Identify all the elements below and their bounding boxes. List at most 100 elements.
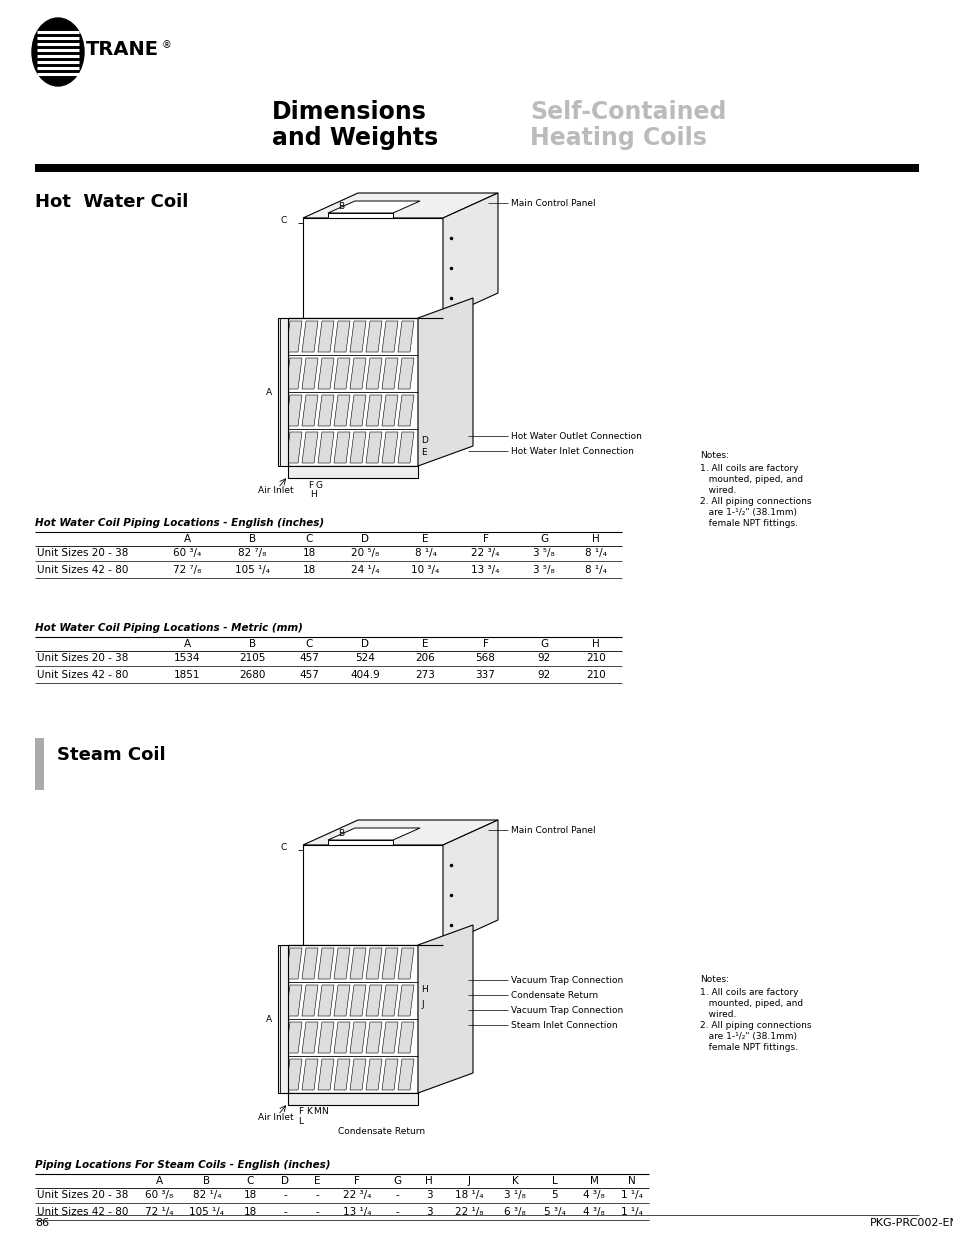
Text: 2. All piping connections: 2. All piping connections	[700, 1021, 811, 1030]
Text: E: E	[422, 534, 428, 543]
Text: 6 ³/₈: 6 ³/₈	[503, 1207, 525, 1216]
Polygon shape	[286, 986, 302, 1016]
Polygon shape	[366, 321, 381, 352]
Text: 72 ⁷/₈: 72 ⁷/₈	[173, 564, 201, 576]
Text: 24 ¹/₄: 24 ¹/₄	[351, 564, 379, 576]
Polygon shape	[350, 321, 366, 352]
Polygon shape	[334, 948, 350, 979]
Polygon shape	[302, 321, 317, 352]
Text: A: A	[184, 534, 191, 543]
Text: B: B	[337, 203, 344, 211]
Text: B: B	[249, 638, 255, 650]
Text: B: B	[337, 829, 344, 839]
Text: Condensate Return: Condensate Return	[511, 990, 598, 1000]
Polygon shape	[317, 358, 334, 389]
Text: 2. All piping connections: 2. All piping connections	[700, 496, 811, 506]
Text: D: D	[361, 534, 369, 543]
Text: H: H	[310, 490, 316, 499]
Text: F: F	[354, 1176, 359, 1186]
Text: 82 ¹/₄: 82 ¹/₄	[193, 1191, 221, 1200]
Polygon shape	[334, 432, 350, 463]
Text: 8 ¹/₄: 8 ¹/₄	[584, 548, 606, 558]
Text: J: J	[467, 1176, 470, 1186]
Text: -: -	[283, 1207, 287, 1216]
Text: 105 ¹/₄: 105 ¹/₄	[190, 1207, 224, 1216]
Text: A: A	[155, 1176, 162, 1186]
Text: Hot  Water Coil: Hot Water Coil	[35, 193, 188, 211]
Polygon shape	[366, 1023, 381, 1053]
Polygon shape	[442, 193, 497, 317]
Text: H: H	[420, 986, 427, 994]
Text: 524: 524	[355, 653, 375, 663]
Text: 22 ³/₄: 22 ³/₄	[471, 548, 499, 558]
Text: E: E	[420, 448, 426, 457]
Polygon shape	[317, 1023, 334, 1053]
Text: 4 ³/₈: 4 ³/₈	[582, 1207, 604, 1216]
Bar	[328, 212, 393, 224]
Text: 1. All coils are factory: 1. All coils are factory	[700, 464, 798, 473]
Text: 8 ¹/₄: 8 ¹/₄	[415, 548, 436, 558]
Polygon shape	[334, 1023, 350, 1053]
Text: -: -	[314, 1207, 318, 1216]
Polygon shape	[381, 432, 397, 463]
Polygon shape	[381, 986, 397, 1016]
Polygon shape	[350, 395, 366, 426]
Polygon shape	[302, 432, 317, 463]
Text: 210: 210	[585, 653, 605, 663]
Polygon shape	[328, 827, 419, 840]
Text: Unit Sizes 20 - 38: Unit Sizes 20 - 38	[37, 1191, 129, 1200]
Polygon shape	[397, 395, 414, 426]
Bar	[288, 317, 417, 466]
Text: PKG-PRC002-EN: PKG-PRC002-EN	[869, 1218, 953, 1228]
Polygon shape	[317, 321, 334, 352]
Text: Hot Water Outlet Connection: Hot Water Outlet Connection	[511, 432, 641, 441]
Text: L: L	[552, 1176, 558, 1186]
Polygon shape	[366, 986, 381, 1016]
Bar	[288, 466, 417, 478]
Polygon shape	[286, 948, 302, 979]
Bar	[35, 739, 44, 790]
Text: B: B	[249, 534, 255, 543]
Text: N: N	[320, 1107, 328, 1116]
Text: 10 ³/₄: 10 ³/₄	[411, 564, 439, 576]
Text: 337: 337	[475, 671, 495, 680]
Text: wired.: wired.	[700, 1010, 736, 1019]
Polygon shape	[302, 1058, 317, 1091]
Polygon shape	[442, 820, 497, 945]
Text: Main Control Panel: Main Control Panel	[511, 826, 595, 835]
Text: 20 ⁵/₈: 20 ⁵/₈	[351, 548, 379, 558]
Text: L: L	[297, 1116, 303, 1126]
Text: 5: 5	[551, 1191, 558, 1200]
Polygon shape	[417, 925, 473, 1093]
Text: mounted, piped, and: mounted, piped, and	[700, 475, 802, 484]
Text: Self-Contained: Self-Contained	[530, 100, 725, 124]
Text: 4 ³/₈: 4 ³/₈	[582, 1191, 604, 1200]
Polygon shape	[302, 1023, 317, 1053]
Polygon shape	[302, 948, 317, 979]
Text: Unit Sizes 42 - 80: Unit Sizes 42 - 80	[37, 564, 129, 576]
Text: D: D	[420, 436, 428, 445]
Text: B: B	[203, 1176, 211, 1186]
Polygon shape	[381, 395, 397, 426]
Text: 105 ¹/₄: 105 ¹/₄	[234, 564, 270, 576]
Text: C: C	[281, 216, 287, 225]
Text: female NPT fittings.: female NPT fittings.	[700, 519, 797, 529]
Text: 8 ¹/₄: 8 ¹/₄	[584, 564, 606, 576]
Text: 13 ³/₄: 13 ³/₄	[471, 564, 499, 576]
Text: 3 ⁵/₈: 3 ⁵/₈	[533, 548, 555, 558]
Text: N: N	[627, 1176, 636, 1186]
Text: K: K	[511, 1176, 517, 1186]
Text: Unit Sizes 42 - 80: Unit Sizes 42 - 80	[37, 671, 129, 680]
Polygon shape	[366, 358, 381, 389]
Text: 92: 92	[537, 653, 550, 663]
Polygon shape	[381, 358, 397, 389]
Text: E: E	[422, 638, 428, 650]
Text: Hot Water Coil Piping Locations - Metric (mm): Hot Water Coil Piping Locations - Metric…	[35, 622, 302, 634]
Polygon shape	[350, 948, 366, 979]
Text: 72 ¹/₄: 72 ¹/₄	[145, 1207, 173, 1216]
Polygon shape	[286, 1023, 302, 1053]
Text: mounted, piped, and: mounted, piped, and	[700, 999, 802, 1008]
Text: Hot Water Inlet Connection: Hot Water Inlet Connection	[511, 447, 633, 456]
Text: Vacuum Trap Connection: Vacuum Trap Connection	[511, 976, 622, 986]
Text: F: F	[297, 1107, 303, 1116]
